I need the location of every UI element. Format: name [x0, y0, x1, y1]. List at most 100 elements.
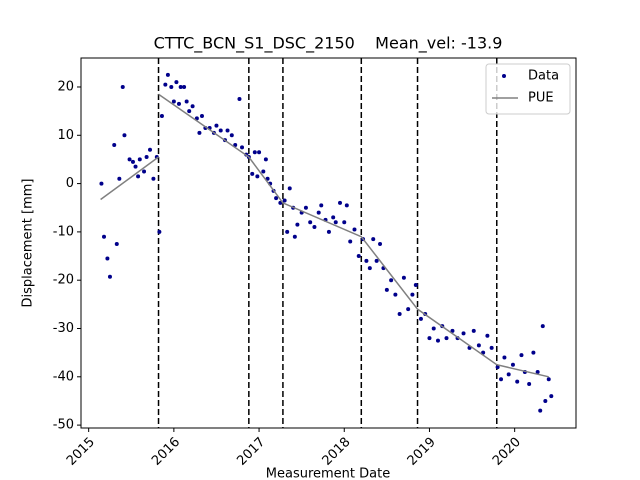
plot-area [99, 58, 554, 428]
data-point [163, 82, 168, 87]
data-point [326, 229, 331, 234]
data-point [159, 113, 164, 118]
data-point [136, 174, 141, 179]
y-tick-label: -10 [53, 224, 74, 239]
data-point [543, 398, 548, 403]
data-point [282, 198, 287, 203]
data-point [295, 222, 300, 227]
data-point [169, 84, 174, 89]
data-point [157, 229, 162, 234]
data-point [316, 210, 321, 215]
data-point [427, 336, 432, 341]
trend-line [100, 93, 549, 378]
data-point [515, 379, 520, 384]
data-point [471, 328, 476, 333]
data-point [199, 113, 204, 118]
data-point [495, 365, 500, 370]
data-point [406, 307, 411, 312]
data-point [120, 84, 125, 89]
data-point [499, 377, 504, 382]
data-point [165, 72, 170, 77]
data-point [240, 145, 245, 150]
data-point [527, 382, 532, 387]
data-point [237, 97, 242, 102]
data-point [137, 157, 142, 162]
data-point [105, 256, 110, 261]
data-point [371, 237, 376, 242]
x-tick-label: 2019 [405, 435, 439, 469]
data-point [413, 283, 418, 288]
data-point [450, 328, 455, 333]
data-point [255, 174, 260, 179]
data-point [540, 324, 545, 329]
x-tick-label: 2017 [234, 435, 268, 469]
data-point [190, 104, 195, 109]
data-point [338, 200, 343, 205]
data-point [531, 350, 536, 355]
data-point [130, 159, 135, 164]
data-point [378, 241, 383, 246]
x-tick-label: 2018 [320, 435, 354, 469]
data-point [319, 203, 324, 208]
y-tick-label: 20 [57, 79, 74, 94]
data-point [401, 275, 406, 280]
y-tick-label: -40 [53, 369, 74, 384]
data-point [502, 355, 507, 360]
legend-box [485, 63, 571, 115]
data-point [151, 176, 156, 181]
x-tick-label: 2020 [490, 435, 524, 469]
data-point [287, 186, 292, 191]
data-point [374, 258, 379, 263]
data-point [144, 155, 149, 160]
chart-title: CTTC_BCN_S1_DSC_2150 Mean_vel: -13.9 [154, 34, 503, 54]
data-point [519, 353, 524, 358]
legend-marker [502, 74, 506, 78]
data-point [263, 157, 268, 162]
data-point [410, 292, 415, 297]
data-point [418, 316, 423, 321]
legend-label: Data [528, 69, 559, 84]
data-point [285, 229, 290, 234]
data-point [389, 278, 394, 283]
data-point [303, 205, 308, 210]
data-point [393, 292, 398, 297]
data-point [476, 343, 481, 348]
data-point [274, 196, 279, 201]
y-tick-label: 0 [66, 176, 74, 191]
data-point [182, 84, 187, 89]
y-tick-label: -20 [53, 273, 74, 288]
data-point [127, 157, 132, 162]
data-point [225, 128, 230, 133]
x-tick-label: 2015 [64, 435, 98, 469]
data-point [261, 169, 266, 174]
data-point [187, 109, 192, 114]
data-point [257, 150, 262, 155]
data-point [344, 203, 349, 208]
data-point [535, 369, 540, 374]
y-axis-label: Displacement [mm] [21, 179, 36, 308]
data-point [546, 377, 551, 382]
data-point [107, 274, 112, 279]
data-point [171, 99, 176, 104]
data-point [352, 227, 357, 232]
data-point [489, 345, 494, 350]
data-point [435, 338, 440, 343]
data-point [510, 362, 515, 367]
data-point [331, 215, 336, 220]
data-point [142, 169, 147, 174]
data-point [218, 128, 223, 133]
x-tick-label: 2016 [149, 435, 183, 469]
data-point [384, 287, 389, 292]
y-tick-label: -30 [53, 321, 74, 336]
data-point [364, 258, 369, 263]
data-point [117, 176, 122, 181]
data-point [184, 99, 189, 104]
data-point [148, 147, 153, 152]
data-point [308, 220, 313, 225]
data-point [485, 333, 490, 338]
data-point [431, 326, 436, 331]
data-point [342, 220, 347, 225]
data-point [174, 80, 179, 85]
data-point [102, 234, 107, 239]
